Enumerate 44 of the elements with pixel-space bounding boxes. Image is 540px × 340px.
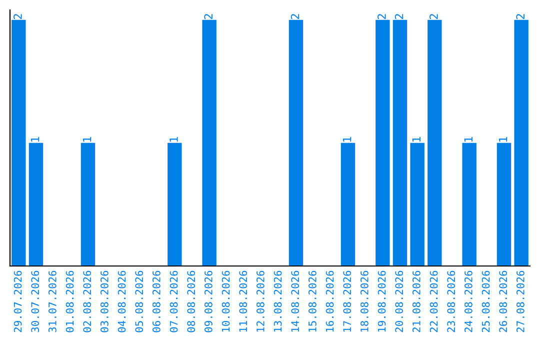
x-tick-label: 19.08.2026 (378, 270, 386, 332)
data-label: 2 (204, 14, 212, 20)
x-tick-label: 20.08.2026 (395, 270, 404, 332)
data-label: 1 (412, 136, 420, 142)
x-tick-label: 26.08.2026 (499, 270, 508, 332)
data-label: 1 (170, 136, 178, 142)
x-tick-label: 14.08.2026 (291, 270, 300, 332)
x-tick-label: 27.08.2026 (516, 270, 524, 332)
x-tick-label: 04.08.2026 (118, 270, 126, 332)
data-label: 2 (14, 14, 22, 20)
x-tick-label: 24.08.2026 (464, 270, 472, 332)
data-label: 1 (342, 136, 352, 142)
x-tick-label: 18.08.2026 (360, 270, 368, 332)
x-tick-label: 30.07.2026 (31, 270, 40, 332)
x-tick-label: 15.08.2026 (308, 270, 316, 332)
x-tick-label: 06.08.2026 (152, 270, 160, 332)
data-label: 2 (290, 14, 300, 20)
x-tick-label: 03.08.2026 (100, 270, 108, 332)
x-tick-label: 22.08.2026 (430, 270, 438, 332)
data-label: 2 (394, 14, 404, 20)
x-tick-label: 17.08.2026 (343, 270, 352, 332)
x-tick-label: 01.08.2026 (66, 270, 74, 332)
x-tick-label: 10.08.2026 (222, 270, 230, 332)
x-tick-label: 09.08.2026 (204, 270, 212, 332)
data-label: 2 (430, 14, 438, 20)
data-label: 2 (378, 14, 386, 20)
x-tick-label: 31.07.2026 (48, 270, 56, 332)
x-tick-label: 13.08.2026 (274, 270, 282, 332)
x-tick-label: 07.08.2026 (170, 270, 178, 332)
x-tick-label: 23.08.2026 (447, 270, 456, 332)
x-tick-label: 05.08.2026 (135, 270, 144, 332)
data-label: 2 (516, 14, 524, 20)
x-tick-label: 21.08.2026 (412, 270, 420, 332)
data-label: 1 (464, 136, 472, 142)
data-label: 1 (82, 136, 92, 142)
x-tick-label: 25.08.2026 (482, 270, 490, 332)
x-tick-label: 16.08.2026 (326, 270, 334, 332)
data-label: 1 (498, 136, 508, 142)
data-label: 1 (30, 136, 40, 142)
x-tick-label: 12.08.2026 (256, 270, 264, 332)
x-tick-label: 29.07.2026 (14, 270, 22, 332)
x-tick-label: 02.08.2026 (83, 270, 92, 332)
x-tick-label: 08.08.2026 (187, 270, 196, 332)
x-tick-label: 11.08.2026 (239, 270, 248, 332)
